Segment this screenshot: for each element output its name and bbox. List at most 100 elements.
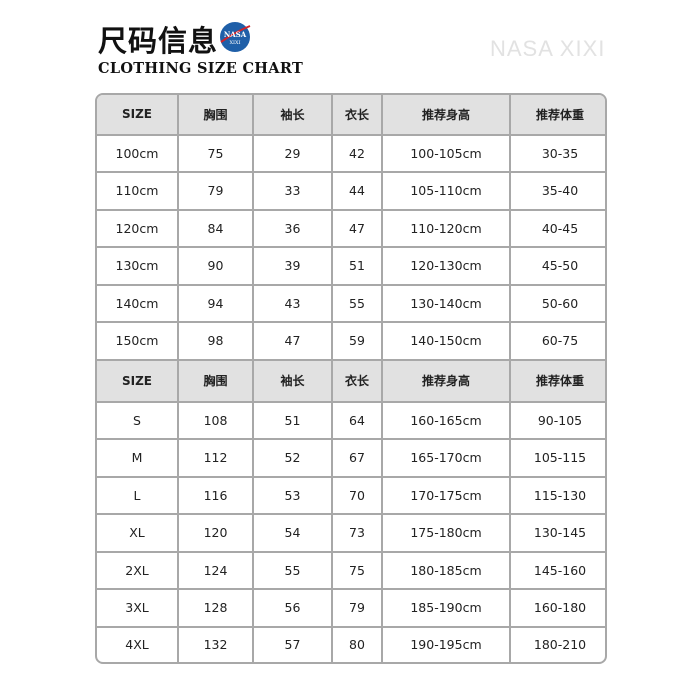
column-header: 衣长 (331, 358, 383, 403)
table-cell: M (97, 438, 179, 478)
table-cell: 67 (331, 438, 383, 478)
table-cell: 33 (252, 171, 333, 211)
table-cell: L (97, 475, 179, 516)
table-cell: 132 (177, 625, 254, 662)
table-cell: 75 (331, 550, 383, 591)
table-cell: 160-180 (509, 588, 605, 628)
table-cell: 130-145 (509, 513, 605, 553)
table-cell: 84 (177, 208, 254, 249)
table-cell: 124 (177, 550, 254, 591)
table-cell: 180-185cm (381, 550, 511, 591)
table-cell: 110-120cm (381, 208, 511, 249)
table-row: L 116 53 70 170-175cm 115-130 (97, 475, 605, 516)
column-header: 袖长 (252, 95, 333, 136)
table-cell: S (97, 400, 179, 441)
table-row: 3XL 128 56 79 185-190cm 160-180 (97, 588, 605, 628)
table-cell: 94 (177, 283, 254, 324)
table-cell: 80 (331, 625, 383, 662)
table-cell: 70 (331, 475, 383, 516)
table-cell: 112 (177, 438, 254, 478)
table-cell: 98 (177, 321, 254, 361)
table-cell: 39 (252, 246, 333, 286)
table-cell: 54 (252, 513, 333, 553)
table-row: 140cm 94 43 55 130-140cm 50-60 (97, 283, 605, 324)
table-header-row: SIZE 胸围 袖长 衣长 推荐身高 推荐体重 (97, 358, 605, 403)
table-cell: 4XL (97, 625, 179, 662)
table-header-row: SIZE 胸围 袖长 衣长 推荐身高 推荐体重 (97, 95, 605, 136)
nasa-logo-icon: NASA XIXI (220, 22, 251, 52)
table-cell: 79 (177, 171, 254, 211)
table-cell: 108 (177, 400, 254, 441)
table-cell: 42 (331, 133, 383, 174)
table-row: 130cm 90 39 51 120-130cm 45-50 (97, 246, 605, 286)
page-title-cn: 尺码信息 (98, 24, 219, 58)
table-cell: 53 (252, 475, 333, 516)
table-cell: 120cm (97, 208, 179, 249)
table-cell: 59 (331, 321, 383, 361)
table-cell: 43 (252, 283, 333, 324)
table-cell: 160-165cm (381, 400, 511, 441)
table-row: 4XL 132 57 80 190-195cm 180-210 (97, 625, 605, 662)
table-row: 120cm 84 36 47 110-120cm 40-45 (97, 208, 605, 249)
table-cell: 35-40 (509, 171, 605, 211)
column-header: 推荐体重 (509, 358, 605, 403)
table-cell: 100cm (97, 133, 179, 174)
table-cell: 170-175cm (381, 475, 511, 516)
table-cell: 73 (331, 513, 383, 553)
size-chart-table: SIZE 胸围 袖长 衣长 推荐身高 推荐体重 100cm 75 29 42 100-105cm 30… (95, 93, 607, 664)
table-row: 100cm 75 29 42 100-105cm 30-35 (97, 133, 605, 174)
table-cell: 128 (177, 588, 254, 628)
table-cell: 51 (331, 246, 383, 286)
table-cell: 79 (331, 588, 383, 628)
table-cell: 185-190cm (381, 588, 511, 628)
column-header: 推荐身高 (381, 95, 511, 136)
table-cell: 60-75 (509, 321, 605, 361)
table-cell: 47 (252, 321, 333, 361)
column-header: 胸围 (177, 95, 254, 136)
column-header: 衣长 (331, 95, 383, 136)
svg-text:XIXI: XIXI (229, 40, 240, 46)
table-row: 110cm 79 33 44 105-110cm 35-40 (97, 171, 605, 211)
table-cell: 130cm (97, 246, 179, 286)
table-cell: 52 (252, 438, 333, 478)
table-cell: 55 (252, 550, 333, 591)
table-cell: 190-195cm (381, 625, 511, 662)
table-cell: 57 (252, 625, 333, 662)
table-cell: 115-130 (509, 475, 605, 516)
table-cell: 150cm (97, 321, 179, 361)
table-cell: 3XL (97, 588, 179, 628)
table-cell: 55 (331, 283, 383, 324)
table-cell: 100-105cm (381, 133, 511, 174)
svg-text:NASA: NASA (224, 30, 247, 39)
column-header: 推荐身高 (381, 358, 511, 403)
table-cell: 30-35 (509, 133, 605, 174)
table-cell: 75 (177, 133, 254, 174)
table-cell: 140cm (97, 283, 179, 324)
table-cell: 90 (177, 246, 254, 286)
table-cell: 105-110cm (381, 171, 511, 211)
table-cell: 45-50 (509, 246, 605, 286)
brand-watermark: NASA XIXI (490, 36, 606, 61)
table-cell: 140-150cm (381, 321, 511, 361)
table-row: S 108 51 64 160-165cm 90-105 (97, 400, 605, 441)
table-cell: 90-105 (509, 400, 605, 441)
column-header: SIZE (97, 95, 179, 136)
column-header: 推荐体重 (509, 95, 605, 136)
column-header: 胸围 (177, 358, 254, 403)
column-header: SIZE (97, 358, 179, 403)
table-cell: 50-60 (509, 283, 605, 324)
page-subtitle: CLOTHING SIZE CHART (98, 60, 304, 77)
table-cell: 180-210 (509, 625, 605, 662)
table-cell: 36 (252, 208, 333, 249)
table-row: M 112 52 67 165-170cm 105-115 (97, 438, 605, 478)
table-cell: 145-160 (509, 550, 605, 591)
table-cell: 51 (252, 400, 333, 441)
table-cell: XL (97, 513, 179, 553)
table-cell: 64 (331, 400, 383, 441)
table-cell: 175-180cm (381, 513, 511, 553)
table-cell: 47 (331, 208, 383, 249)
table-row: XL 120 54 73 175-180cm 130-145 (97, 513, 605, 553)
table-cell: 29 (252, 133, 333, 174)
table-cell: 130-140cm (381, 283, 511, 324)
column-header: 袖长 (252, 358, 333, 403)
